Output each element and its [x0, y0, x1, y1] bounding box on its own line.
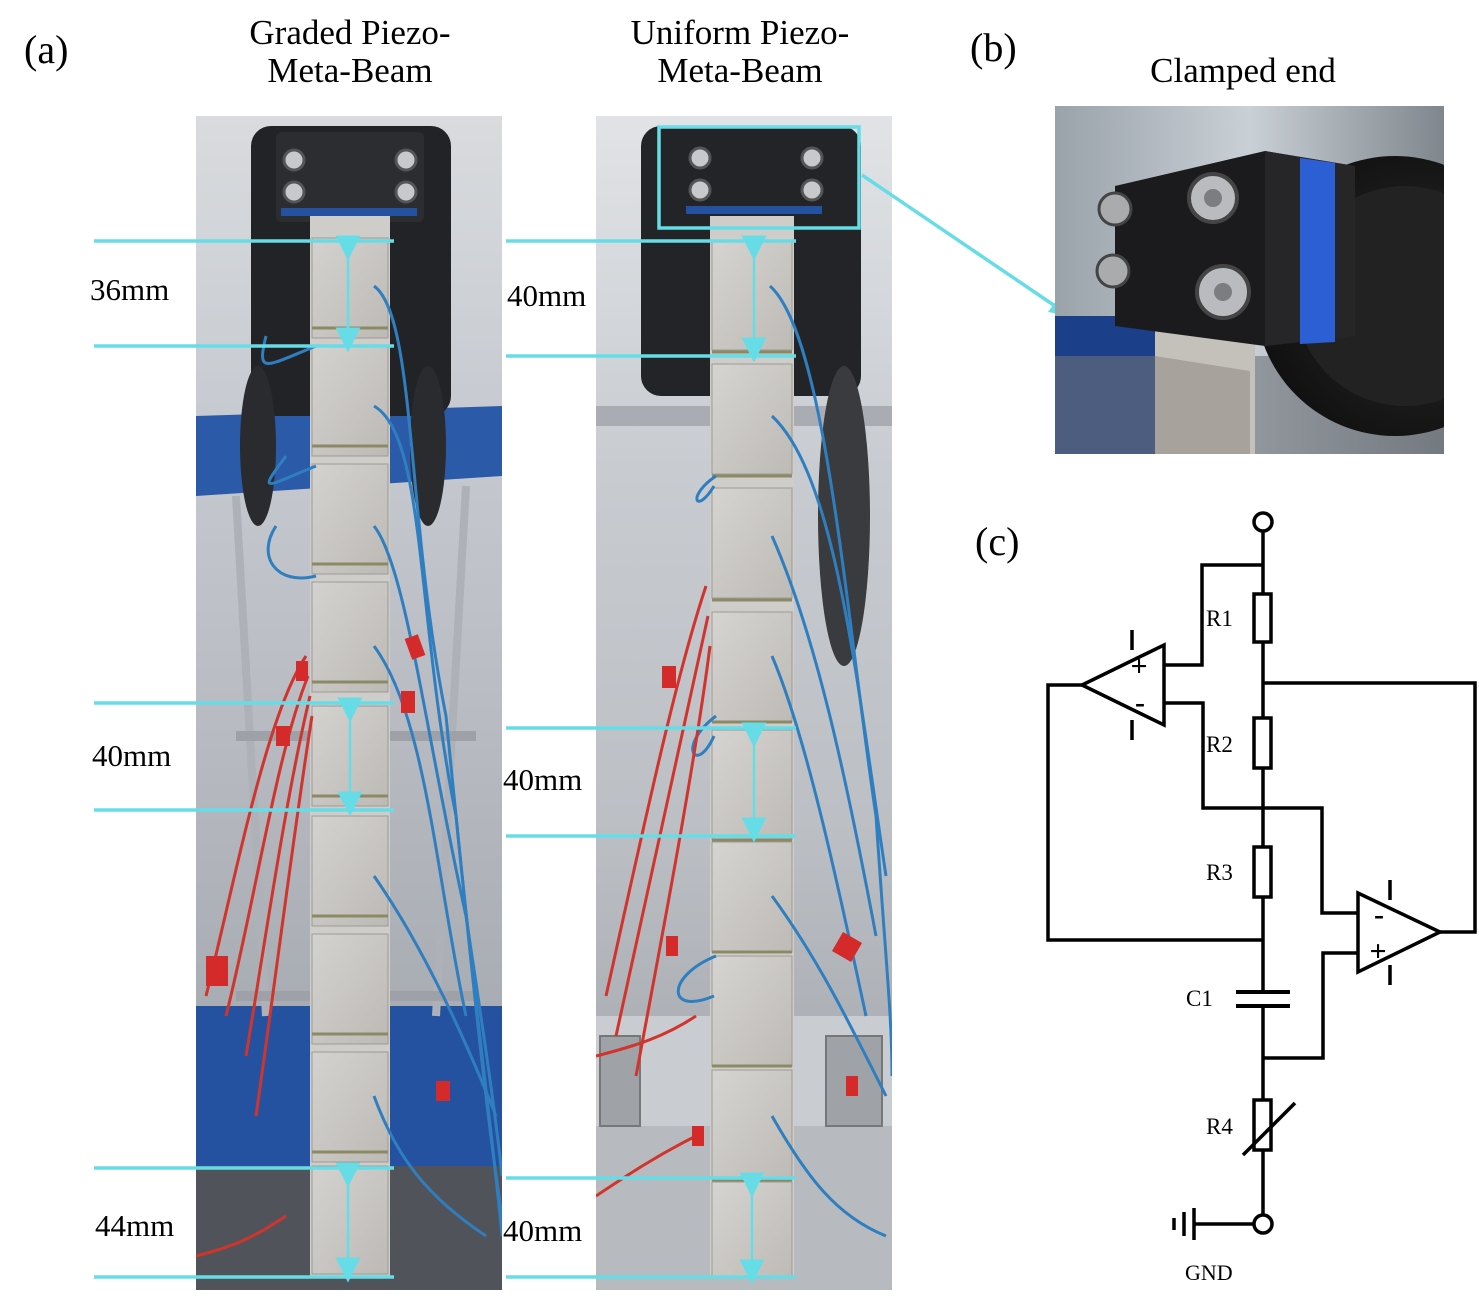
opamp-lower-plus: +: [1369, 935, 1386, 968]
panel-c-label: (c): [975, 519, 1020, 564]
graded-dim-label-1: 36mm: [90, 272, 170, 307]
graded-beam-title: Graded Piezo- Meta-Beam: [200, 14, 500, 90]
opamp-upper: [1078, 642, 1166, 728]
opamp-lower-minus: -: [1374, 898, 1384, 931]
circuit-diagram: + - - + R1 R2 R3 C1 R4 GND: [1046, 511, 1477, 1285]
label-r4: R4: [1206, 1114, 1233, 1139]
uniform-dim-label-3: 40mm: [503, 1213, 583, 1248]
clamped-end-title: Clamped end: [1150, 51, 1336, 90]
opamp-upper-minus: -: [1135, 686, 1145, 719]
top-terminal: [1252, 511, 1274, 533]
label-c1: C1: [1186, 986, 1213, 1011]
uniform-beam-title-line1: Uniform Piezo-: [630, 13, 850, 52]
panel-a-label: (a): [24, 27, 69, 72]
resistor-r2: [1252, 716, 1273, 770]
uniform-beam-title: Uniform Piezo- Meta-Beam: [590, 14, 890, 90]
uniform-dim-label-1: 40mm: [507, 278, 587, 313]
uniform-dim-label-2: 40mm: [503, 762, 583, 797]
r4-variable-arrow: [1241, 1101, 1297, 1157]
clamp-pointer-arrow: [861, 173, 1059, 310]
uniform-beam-title-line2: Meta-Beam: [657, 51, 823, 90]
label-r3: R3: [1206, 860, 1233, 885]
resistor-r1: [1252, 592, 1273, 644]
clamped-end-photo: [1055, 106, 1444, 454]
panel-b-label: (b): [970, 25, 1017, 70]
resistor-r3: [1252, 845, 1273, 899]
graded-beam-title-line2: Meta-Beam: [267, 51, 433, 90]
gnd-terminal: [1252, 1213, 1274, 1235]
label-r1: R1: [1206, 606, 1233, 631]
clamp-highlight-box: [657, 125, 861, 230]
graded-dim-label-2: 40mm: [92, 738, 172, 773]
graded-dim-label-3: 44mm: [95, 1208, 175, 1243]
label-r2: R2: [1206, 732, 1233, 757]
label-gnd: GND: [1185, 1260, 1233, 1285]
opamp-lower: [1356, 890, 1445, 975]
opamp-upper-plus: +: [1130, 650, 1147, 683]
graded-beam-title-line1: Graded Piezo-: [249, 13, 451, 52]
